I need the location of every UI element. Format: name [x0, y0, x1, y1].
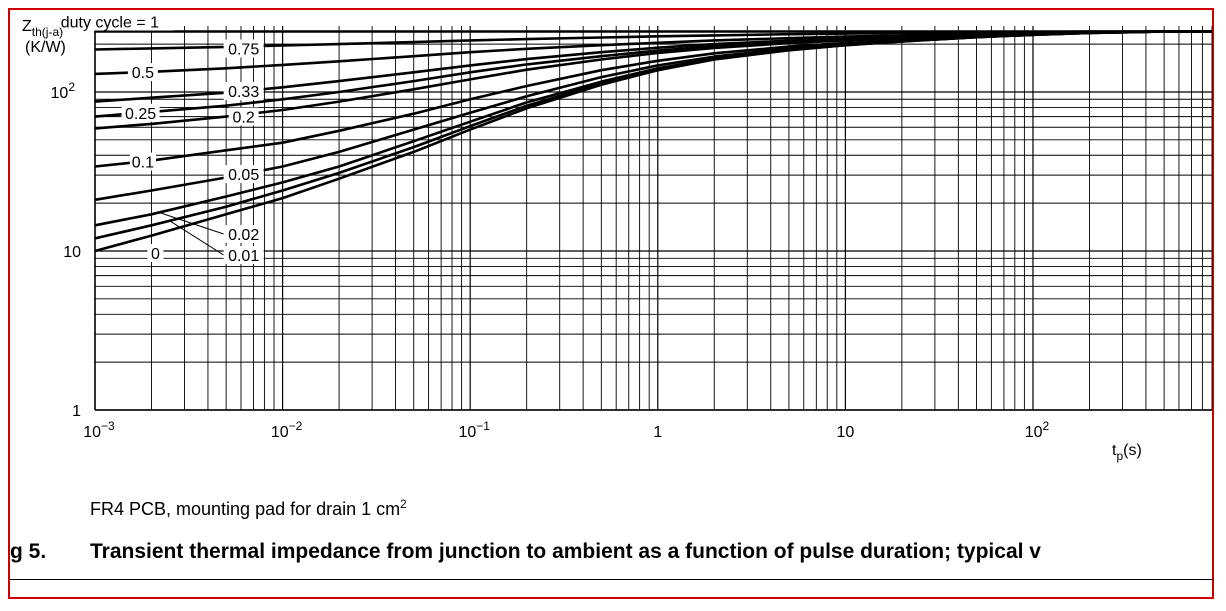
x-tick-label: 10: [836, 424, 854, 441]
series-label-bg: [121, 103, 160, 122]
series-label-0-25: 0.25: [125, 106, 156, 123]
thermal-impedance-chart: duty cycle = 1 0.75 0.5 0.33 0.25 0.2 0.1 0.05 0…: [22, 12, 1213, 463]
series-label-0: 0: [151, 246, 160, 263]
x-label-sub: p: [1116, 449, 1123, 463]
series-label-0-05: 0.05: [228, 167, 259, 184]
series-label-0-1: 0.1: [132, 155, 154, 172]
series-label-0-5: 0.5: [132, 65, 154, 82]
series-label-bg: [223, 39, 264, 58]
footnote: FR4 PCB, mounting pad for drain 1 cm2: [90, 499, 407, 520]
series-label-bg: [223, 246, 264, 264]
footnote-superscript: 2: [400, 497, 407, 511]
x-label-main: t: [1112, 442, 1117, 459]
svg-text:tp(s): tp(s): [1112, 442, 1142, 463]
series-label-bg: [127, 63, 158, 82]
x-tick-label: 10−2: [271, 419, 303, 441]
series-label-bg: [223, 82, 264, 101]
x-tick-label: 102: [1025, 419, 1050, 441]
figure-frame: [8, 8, 1214, 599]
figure-caption: g 5. Transient thermal impedance from jun…: [10, 540, 1214, 564]
leader-line-0-02: [159, 212, 224, 235]
series-label-bg: [228, 107, 259, 126]
y-label-main: Z: [22, 18, 32, 35]
x-label-unit: (s): [1123, 442, 1142, 459]
major-grid: [94, 26, 1212, 411]
series-label-bg: [223, 165, 264, 184]
series-label-bg: [223, 225, 264, 243]
series-label-0-2: 0.2: [233, 110, 255, 127]
y-tick-label: 102: [51, 80, 76, 102]
tick-labels: 10−3 10−2 10−1 1 10 102 1 10 102: [51, 80, 1050, 441]
series-label-bg: [147, 244, 164, 262]
series-labels: duty cycle = 1 0.75 0.5 0.33 0.25 0.2 0.1 0.05 0…: [45, 12, 264, 265]
x-tick-label: 1: [653, 424, 662, 441]
caption-number: g 5.: [10, 540, 47, 563]
series-label-0-33: 0.33: [228, 84, 259, 101]
x-tick-label: 10−3: [83, 419, 115, 441]
series-label-bg: [45, 12, 174, 31]
series-line-0: [94, 30, 1212, 253]
x-tick-label: 10−1: [458, 419, 490, 441]
series-label-bg: [129, 152, 156, 171]
caption-rule: [10, 579, 1214, 580]
series-label-0-01: 0.01: [228, 248, 259, 265]
series-lines: [94, 30, 1212, 253]
label-leader-lines: [159, 212, 224, 256]
y-tick-label: 1: [72, 403, 81, 420]
series-label-0-75: 0.75: [228, 41, 259, 58]
x-axis-label: tp(s): [1112, 442, 1142, 463]
y-label-sub: th(j-a): [32, 25, 63, 39]
series-label-0-02: 0.02: [228, 227, 259, 244]
y-label-unit: (K/W): [25, 39, 66, 56]
leader-line-0-01: [169, 220, 224, 256]
series-label-duty-cycle-1: duty cycle = 1: [61, 15, 159, 32]
y-tick-label: 10: [63, 244, 81, 261]
y-axis-label: Zth(j-a) (K/W): [22, 18, 66, 56]
footnote-text: FR4 PCB, mounting pad for drain 1 cm: [90, 499, 401, 519]
caption-text: Transient thermal impedance from junctio…: [90, 540, 1041, 563]
svg-text:Zth(j-a): Zth(j-a): [22, 18, 63, 39]
